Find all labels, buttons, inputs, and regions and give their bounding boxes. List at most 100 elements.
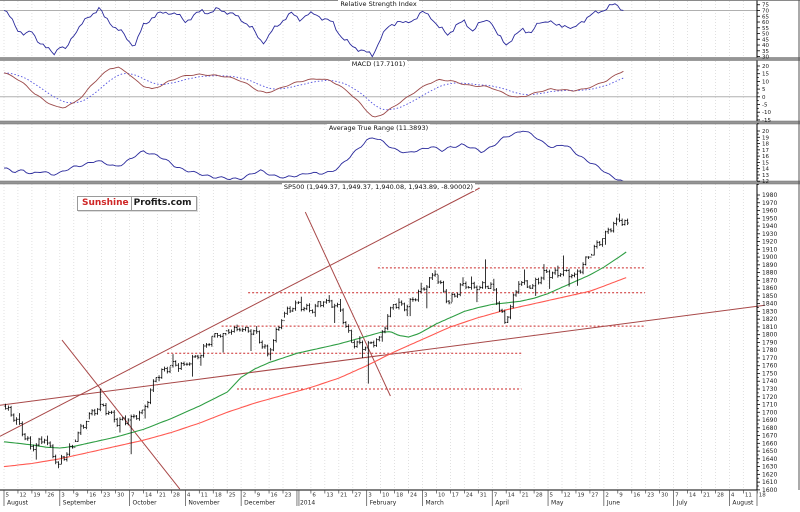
svg-text:1970: 1970 [762,200,777,207]
svg-text:1630: 1630 [762,464,777,471]
svg-text:35: 35 [762,49,769,55]
svg-text:20: 20 [762,64,769,70]
month-label-june: June [606,500,620,507]
svg-text:0: 0 [762,95,766,101]
svg-text:45: 45 [762,37,769,43]
svg-text:12: 12 [762,179,769,185]
svg-text:10: 10 [762,79,769,85]
svg-text:1880: 1880 [762,270,777,277]
sunshineprofits-logo[interactable]: Sunshine Profits.com [77,196,197,211]
svg-text:1730: 1730 [762,386,777,393]
svg-text:1870: 1870 [762,277,777,284]
svg-text:1860: 1860 [762,285,777,292]
svg-text:13: 13 [326,493,333,499]
svg-text:5: 5 [762,87,766,93]
svg-text:70: 70 [762,9,769,15]
svg-text:50: 50 [762,32,769,38]
svg-text:19: 19 [762,135,769,141]
trendlines [0,187,766,490]
svg-text:28: 28 [536,493,543,499]
svg-text:1720: 1720 [762,394,777,401]
svg-text:11: 11 [745,493,752,499]
macd-lines [3,66,624,118]
svg-text:14: 14 [508,493,515,499]
svg-text:1960: 1960 [762,208,777,215]
svg-text:1910: 1910 [762,246,777,253]
svg-text:23: 23 [647,493,654,499]
svg-text:75: 75 [762,3,769,9]
svg-text:1840: 1840 [762,301,777,308]
svg-text:1790: 1790 [762,339,777,346]
svg-text:1770: 1770 [762,355,777,362]
price-bars [4,213,629,469]
svg-text:-10: -10 [762,110,771,116]
svg-text:23: 23 [103,493,110,499]
month-label-august: August [7,500,29,507]
logo-divider [130,197,132,210]
svg-text:12: 12 [19,493,26,499]
svg-text:1650: 1650 [762,448,777,455]
svg-text:17: 17 [762,148,769,154]
svg-text:1710: 1710 [762,402,777,409]
svg-text:1680: 1680 [762,425,777,432]
svg-text:1750: 1750 [762,370,777,377]
steep-decline-aug-sep [61,339,181,490]
svg-text:65: 65 [762,14,769,20]
svg-text:3: 3 [61,493,65,499]
month-label-december: December [244,500,276,507]
month-label-april: April [495,500,509,507]
month-label-september: September [63,500,97,507]
month-label-august: August [732,500,754,507]
svg-text:1830: 1830 [762,308,777,315]
svg-text:1980: 1980 [762,192,777,199]
svg-text:16: 16 [762,154,769,160]
svg-text:1950: 1950 [762,215,777,222]
month-label-july: July [676,500,688,507]
svg-text:11: 11 [201,493,208,499]
svg-text:-5: -5 [762,103,768,109]
svg-text:19: 19 [577,493,584,499]
svg-text:1690: 1690 [762,417,777,424]
svg-text:1760: 1760 [762,363,777,370]
svg-text:9: 9 [619,493,623,499]
svg-text:55: 55 [762,26,769,32]
svg-text:14: 14 [762,167,769,173]
ma-fast-line [3,251,627,449]
svg-text:23: 23 [285,493,292,499]
svg-text:30: 30 [117,493,124,499]
month-label-november: November [188,500,220,507]
reference-lines [0,10,757,98]
svg-text:2: 2 [243,493,247,499]
time-axis: 5 12 19 26 3 9 16 23 30 7 14 21 28 4 11 18 25 2 9 16 23 6 13 21… [0,489,766,507]
svg-text:15: 15 [762,160,769,166]
svg-text:24: 24 [466,493,473,499]
svg-text:1820: 1820 [762,316,777,323]
svg-text:14: 14 [145,493,152,499]
svg-text:18: 18 [762,142,769,148]
svg-text:26: 26 [47,493,54,499]
svg-text:28: 28 [717,493,724,499]
svg-text:25: 25 [229,493,236,499]
svg-text:1700: 1700 [762,409,777,416]
month-label-february: February [370,500,397,507]
svg-text:1780: 1780 [762,347,777,354]
svg-text:2: 2 [605,493,609,499]
svg-text:1900: 1900 [762,254,777,261]
svg-text:28: 28 [173,493,180,499]
svg-text:10: 10 [438,493,445,499]
weekly-gridlines [3,1,758,490]
svg-text:1940: 1940 [762,223,777,230]
svg-text:16: 16 [633,493,640,499]
svg-text:7: 7 [675,493,679,499]
svg-text:4: 4 [187,493,191,499]
svg-text:16: 16 [89,493,96,499]
support-resistance-levels [167,267,645,390]
svg-text:20: 20 [762,129,769,135]
svg-text:9: 9 [257,493,261,499]
svg-text:18: 18 [759,493,766,499]
svg-text:30: 30 [762,55,769,61]
month-label-2014: 2014 [300,500,315,507]
svg-text:1640: 1640 [762,456,777,463]
steep-decline-jan-feb [304,211,391,397]
